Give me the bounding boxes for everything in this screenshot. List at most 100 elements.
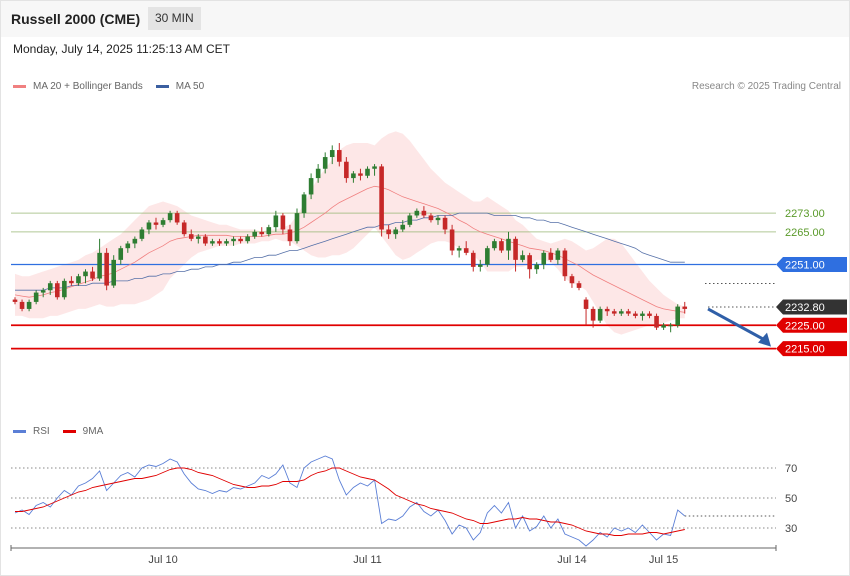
- main-legend: MA 20 + Bollinger Bands MA 50: [13, 81, 217, 92]
- candle: [329, 145, 335, 165]
- candle-body: [329, 150, 335, 158]
- candle: [626, 308, 631, 316]
- candle-body: [435, 217, 441, 221]
- candle: [576, 280, 582, 291]
- level-2232-80-label: 2232.80: [785, 302, 825, 314]
- candle-body: [280, 215, 286, 230]
- candle-body: [351, 173, 356, 179]
- candle: [181, 220, 187, 237]
- rsi-line: [14, 455, 686, 547]
- candle: [47, 280, 53, 295]
- candle-body: [611, 311, 617, 314]
- timeframe-badge[interactable]: 30 MIN: [148, 7, 201, 30]
- candle-body: [421, 210, 427, 216]
- candle: [160, 217, 166, 228]
- candle-body: [132, 238, 138, 244]
- candle: [555, 248, 561, 265]
- candle-body: [160, 220, 166, 225]
- candle: [604, 306, 610, 316]
- legend-label-9ma: 9MA: [82, 426, 104, 437]
- candle: [153, 217, 159, 230]
- candle: [188, 229, 194, 242]
- candle-body: [485, 248, 490, 265]
- candle-body: [210, 241, 215, 244]
- candle: [97, 238, 102, 281]
- candle: [478, 259, 483, 272]
- legend-label-rsi: RSI: [33, 426, 50, 437]
- candle-body: [294, 213, 300, 242]
- candle-body: [463, 248, 469, 253]
- candle-body: [428, 215, 434, 221]
- candle: [111, 255, 116, 288]
- candle: [534, 262, 539, 274]
- candle-body: [90, 271, 95, 279]
- candle-body: [344, 161, 349, 179]
- candle: [541, 250, 547, 270]
- legend-item-9ma: 9MA: [62, 426, 104, 437]
- candle: [167, 210, 173, 223]
- candle-body: [238, 238, 243, 242]
- candle: [513, 236, 518, 272]
- candle: [231, 236, 236, 246]
- research-credit: Research © 2025 Trading Central: [691, 81, 841, 92]
- candle-body: [661, 325, 666, 328]
- ma50-line: [15, 212, 685, 291]
- level-2251-00-tag: [776, 257, 847, 273]
- candle-body: [626, 311, 631, 314]
- candle-body: [478, 264, 483, 267]
- legend-item-ma50: MA 50: [155, 81, 204, 92]
- candle-body: [633, 313, 638, 316]
- candle-body: [118, 248, 124, 260]
- candle: [315, 164, 321, 183]
- candle: [499, 238, 504, 253]
- candle: [69, 276, 74, 286]
- candle-body: [12, 299, 18, 302]
- candle: [379, 164, 384, 237]
- candle: [55, 280, 60, 300]
- candle-body: [541, 252, 547, 265]
- candle-body: [104, 252, 109, 286]
- candle: [562, 248, 568, 281]
- candle-body: [597, 308, 603, 321]
- candle: [76, 273, 81, 286]
- candle-body: [640, 313, 645, 316]
- rsi-legend: RSI 9MA: [13, 426, 116, 437]
- candle: [647, 311, 652, 319]
- candle-body: [555, 250, 561, 260]
- candle-body: [315, 168, 321, 179]
- candle: [125, 241, 131, 253]
- rsi-level-label-30: 30: [785, 523, 797, 535]
- candle-body: [682, 306, 688, 309]
- candle: [132, 236, 138, 249]
- candle-body: [19, 301, 25, 309]
- candle: [280, 213, 286, 235]
- candle-body: [62, 280, 67, 298]
- candle: [224, 238, 229, 246]
- candle-body: [358, 173, 363, 176]
- rsi-level-label-70: 70: [785, 463, 797, 475]
- candle: [548, 248, 554, 263]
- candle-body: [590, 308, 596, 321]
- level-2215-00-tag: [776, 341, 847, 357]
- candle-body: [400, 224, 406, 230]
- candle: [83, 269, 88, 284]
- candle: [442, 215, 448, 235]
- forecast-arrow-head: [758, 332, 771, 347]
- candle: [104, 248, 109, 291]
- datetime-label: Monday, July 14, 2025 11:25:13 AM CET: [13, 42, 231, 56]
- x-tick-label: Jul 15: [649, 554, 678, 566]
- candle-body: [365, 168, 370, 176]
- candle: [33, 290, 39, 305]
- candle-body: [407, 215, 413, 225]
- candle-body: [174, 213, 180, 223]
- candle: [421, 206, 427, 218]
- candle: [322, 152, 328, 174]
- candle: [611, 308, 617, 316]
- candle: [633, 311, 638, 319]
- candle: [569, 273, 575, 288]
- candle: [449, 224, 455, 256]
- level-2225-00-tag: [776, 317, 847, 333]
- candle: [203, 234, 208, 246]
- candle-body: [47, 283, 53, 291]
